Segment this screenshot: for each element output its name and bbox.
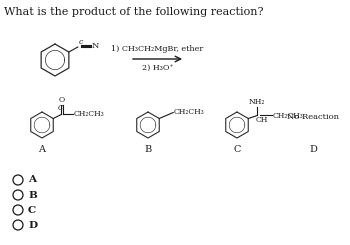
Text: D: D <box>309 145 317 154</box>
Text: B: B <box>144 145 152 154</box>
Text: c: c <box>79 38 83 46</box>
Text: CH₂CH₃: CH₂CH₃ <box>73 110 104 119</box>
Text: C: C <box>28 206 36 215</box>
Text: NH₂: NH₂ <box>249 98 265 106</box>
Text: 1) CH₃CH₂MgBr, ether: 1) CH₃CH₂MgBr, ether <box>111 45 204 53</box>
Text: No Reaction: No Reaction <box>287 113 339 121</box>
Text: CH: CH <box>255 117 268 124</box>
Text: A: A <box>38 145 46 154</box>
Text: B: B <box>28 191 37 199</box>
Text: C: C <box>57 103 63 111</box>
Text: 2) H₃O⁺: 2) H₃O⁺ <box>142 64 173 72</box>
Text: N: N <box>92 42 99 50</box>
Text: A: A <box>28 175 36 184</box>
Text: C: C <box>233 145 241 154</box>
Text: O: O <box>59 97 65 105</box>
Text: CH₂CH₃: CH₂CH₃ <box>272 111 303 120</box>
Text: What is the product of the following reaction?: What is the product of the following rea… <box>4 7 264 17</box>
Text: CH₂CH₃: CH₂CH₃ <box>173 109 204 117</box>
Text: D: D <box>28 220 37 230</box>
